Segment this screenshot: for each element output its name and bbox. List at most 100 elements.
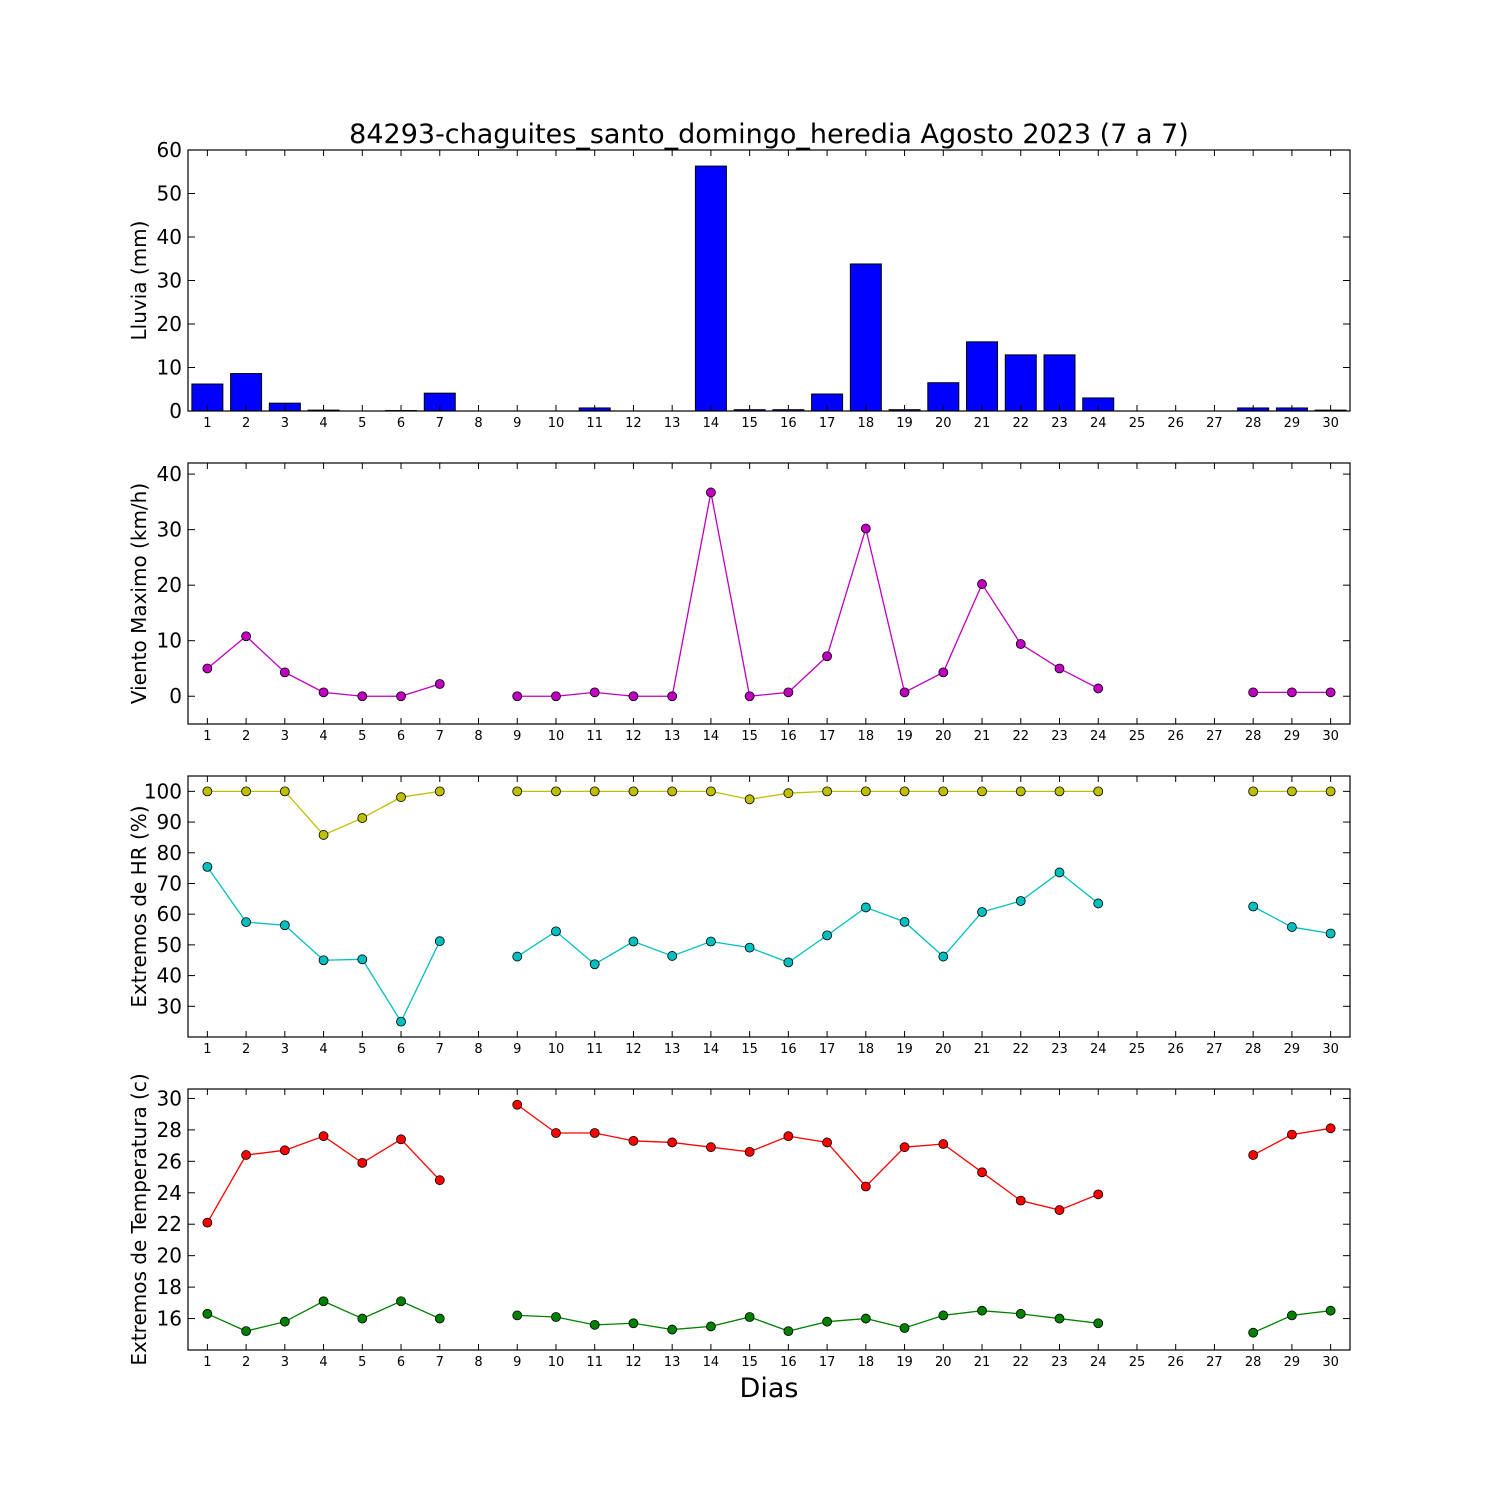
chart-title: 84293-chaguites_santo_domingo_heredia Ag… <box>349 119 1189 150</box>
ytick-label-18: 18 <box>157 1275 182 1299</box>
xtick-label-21: 21 <box>974 1042 991 1057</box>
xtick-label-19: 19 <box>896 416 913 431</box>
xtick-label-5: 5 <box>358 416 366 431</box>
ytick-label-28: 28 <box>157 1118 182 1142</box>
xtick-label-6: 6 <box>397 1042 405 1057</box>
xtick-label-18: 18 <box>858 729 875 744</box>
xtick-label-23: 23 <box>1051 1042 1068 1057</box>
xtick-label-10: 10 <box>548 1042 565 1057</box>
xtick-label-7: 7 <box>436 1355 444 1370</box>
series-2-point-day-16 <box>783 957 794 968</box>
xtick-label-20: 20 <box>935 1042 952 1057</box>
series-1-point-day-22 <box>1015 1195 1026 1206</box>
bar-day-14 <box>694 165 727 412</box>
series-1-point-day-30 <box>1325 1123 1336 1134</box>
series-1-point-day-3 <box>279 786 290 797</box>
series-1-line-2 <box>516 1104 1099 1211</box>
xtick-label-6: 6 <box>397 729 405 744</box>
xtick-label-28: 28 <box>1245 1355 1262 1370</box>
series-1-point-day-16 <box>783 1131 794 1142</box>
xtick-label-9: 9 <box>513 729 521 744</box>
series-1-point-day-14 <box>706 487 716 498</box>
series-2-point-day-3 <box>279 920 290 931</box>
series-1-point-day-6 <box>396 1134 406 1145</box>
xtick-label-11: 11 <box>586 416 603 431</box>
series-1-point-day-15 <box>744 1146 755 1157</box>
xtick-label-6: 6 <box>397 1355 405 1370</box>
xtick-label-30: 30 <box>1322 729 1339 744</box>
series-1-point-day-5 <box>357 691 368 702</box>
ytick-label-90: 90 <box>157 810 182 834</box>
series-2-line-2 <box>517 1310 1099 1332</box>
ytick-label-0: 0 <box>169 399 182 423</box>
series-2-point-day-21 <box>977 907 987 917</box>
xtick-label-2: 2 <box>242 1355 250 1370</box>
ytick-label-60: 60 <box>157 902 182 926</box>
xtick-label-13: 13 <box>664 1042 681 1057</box>
series-1-point-day-15 <box>744 794 755 805</box>
series-1-point-day-17 <box>822 786 832 797</box>
series-2-point-day-11 <box>589 1319 600 1330</box>
series-1-point-day-6 <box>396 792 406 803</box>
bar-day-23 <box>1043 354 1076 412</box>
series-2-point-day-12 <box>628 1318 639 1329</box>
series-1-point-day-19 <box>899 1142 910 1153</box>
series-1-point-day-17 <box>822 1137 832 1148</box>
series-1-point-day-1 <box>202 1217 213 1228</box>
xtick-label-5: 5 <box>358 1355 366 1370</box>
series-2-point-day-6 <box>396 1296 406 1307</box>
ytick-label-60: 60 <box>157 138 182 162</box>
series-1-point-day-9 <box>512 691 523 702</box>
series-1-point-day-1 <box>202 786 213 797</box>
series-2-point-day-15 <box>744 1312 755 1322</box>
xtick-label-4: 4 <box>319 416 327 431</box>
series-1-point-day-19 <box>899 687 910 698</box>
xtick-label-16: 16 <box>780 416 797 431</box>
series-1-point-day-13 <box>667 691 678 702</box>
xtick-label-1: 1 <box>203 1042 211 1057</box>
xtick-label-5: 5 <box>358 1042 366 1057</box>
xtick-label-26: 26 <box>1167 1355 1184 1370</box>
xtick-label-18: 18 <box>858 1042 875 1057</box>
series-2-point-day-10 <box>551 926 561 937</box>
xtick-label-20: 20 <box>935 729 952 744</box>
series-1-point-day-14 <box>706 1142 716 1153</box>
series-2-point-day-28 <box>1248 901 1259 912</box>
series-1-point-day-14 <box>706 786 716 797</box>
xtick-label-25: 25 <box>1129 416 1146 431</box>
ytick-label-40: 40 <box>157 225 182 249</box>
series-2-point-day-22 <box>1015 1308 1026 1319</box>
series-2-point-day-14 <box>706 1321 716 1332</box>
xtick-label-22: 22 <box>1012 729 1029 744</box>
series-1-point-day-23 <box>1054 1205 1065 1215</box>
series-1-point-day-9 <box>512 786 523 797</box>
xtick-label-7: 7 <box>436 1042 444 1057</box>
series-1-point-day-21 <box>977 786 987 797</box>
series-1-point-day-16 <box>783 788 794 799</box>
xtick-label-14: 14 <box>703 729 720 744</box>
xtick-label-14: 14 <box>703 1042 720 1057</box>
xtick-label-10: 10 <box>548 729 565 744</box>
xtick-label-30: 30 <box>1322 416 1339 431</box>
xtick-label-23: 23 <box>1051 1355 1068 1370</box>
xtick-label-20: 20 <box>935 416 952 431</box>
xtick-label-10: 10 <box>548 1355 565 1370</box>
series-2-point-day-15 <box>744 942 755 953</box>
series-2-point-day-6 <box>396 1016 406 1027</box>
xtick-label-12: 12 <box>625 1355 642 1370</box>
xtick-label-21: 21 <box>974 729 991 744</box>
series-2-point-day-30 <box>1325 928 1336 939</box>
bar-day-21 <box>966 341 999 412</box>
series-1-point-day-6 <box>396 691 406 702</box>
panel-3-frame <box>187 775 1351 1038</box>
bar-day-18 <box>849 263 882 412</box>
xtick-label-8: 8 <box>474 416 482 431</box>
series-2-point-day-24 <box>1093 1318 1104 1329</box>
series-1-point-day-18 <box>860 786 871 797</box>
xtick-label-27: 27 <box>1206 416 1223 431</box>
xtick-label-21: 21 <box>974 1355 991 1370</box>
xtick-label-12: 12 <box>625 729 642 744</box>
xtick-label-29: 29 <box>1284 1042 1301 1057</box>
